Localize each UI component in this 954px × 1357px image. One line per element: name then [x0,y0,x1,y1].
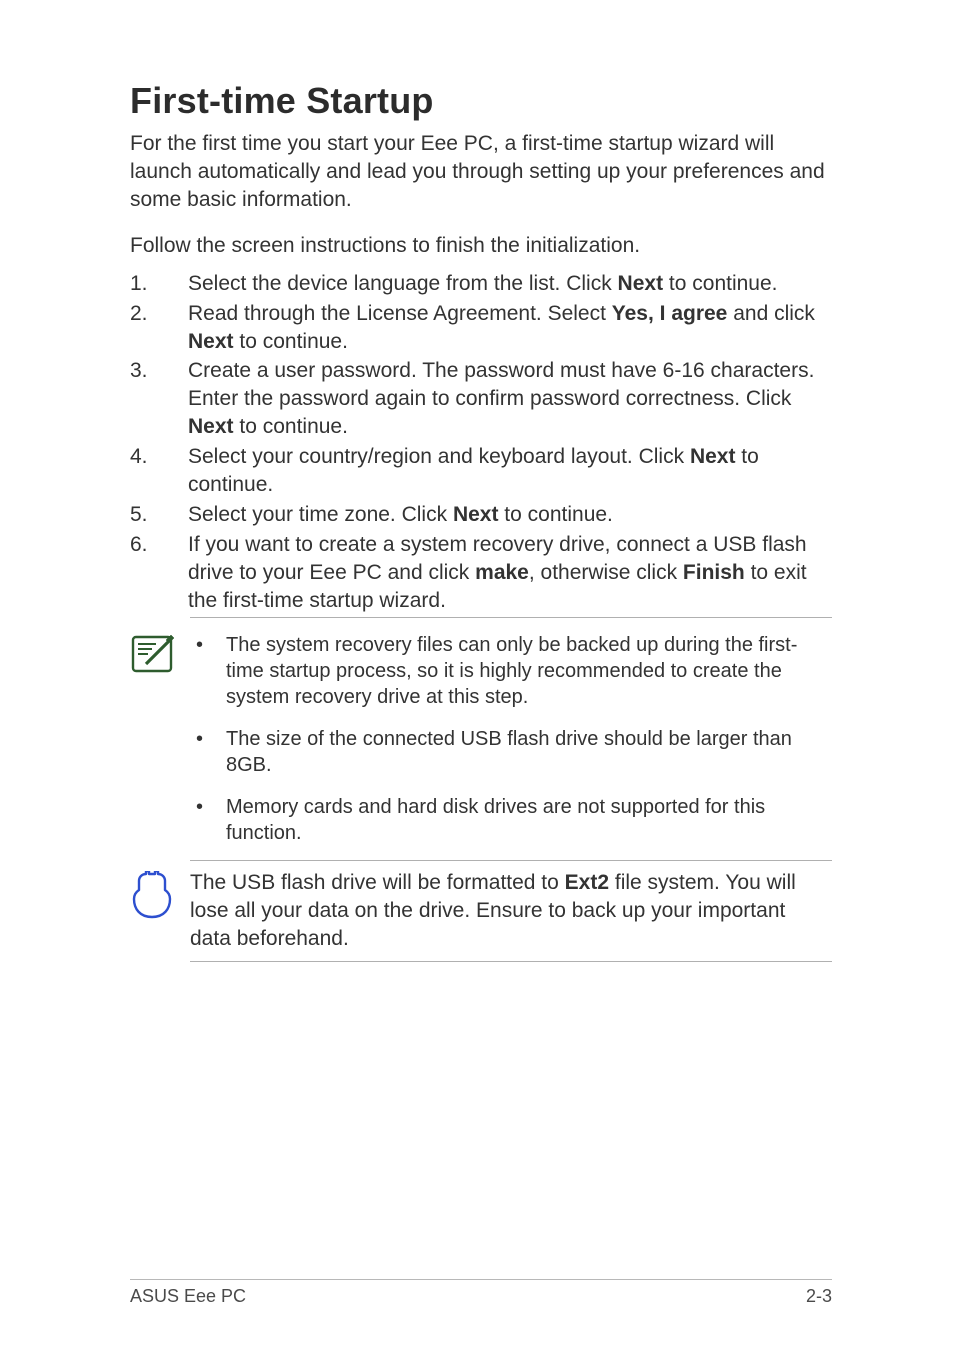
warn-text: The USB flash drive will be formatted to… [190,869,832,953]
steps-list: 1.Select the device language from the li… [130,270,832,615]
note-bullet-item: •The system recovery files can only be b… [190,632,832,710]
note-bullets: •The system recovery files can only be b… [190,632,832,846]
bold-text: Yes, I agree [612,302,728,325]
page-footer: ASUS Eee PC 2-3 [130,1279,832,1307]
page-title: First-time Startup [130,80,832,122]
step-item: 3.Create a user password. The password m… [130,357,832,441]
step-item: 1.Select the device language from the li… [130,270,832,298]
step-number: 1. [130,270,188,298]
bullet-dot: • [190,632,226,710]
step-number: 6. [130,531,188,615]
note-bullet-item: •Memory cards and hard disk drives are n… [190,794,832,846]
step-item: 4.Select your country/region and keyboar… [130,443,832,499]
bold-text: Ext2 [565,871,609,894]
bold-text: make [475,561,529,584]
text-run: , otherwise click [529,561,683,584]
warn-icon [130,869,190,919]
bullet-text: Memory cards and hard disk drives are no… [226,794,832,846]
bold-text: Next [453,503,499,526]
text-run: Select your time zone. Click [188,503,453,526]
bold-text: Next [188,415,234,438]
note-callout: •The system recovery files can only be b… [130,632,832,852]
text-run: to continue. [663,272,777,295]
bullet-dot: • [190,726,226,778]
step-number: 2. [130,300,188,356]
step-item: 2.Read through the License Agreement. Se… [130,300,832,356]
footer-left: ASUS Eee PC [130,1286,246,1307]
note-rule-bot [190,852,832,861]
step-number: 5. [130,501,188,529]
note-rule-top [190,617,832,624]
bold-text: Next [690,445,736,468]
step-text: Select your country/region and keyboard … [188,443,832,499]
text-run: and click [727,302,815,325]
intro-paragraph: For the first time you start your Eee PC… [130,130,832,214]
warn-callout: The USB flash drive will be formatted to… [130,869,832,953]
note-icon [130,632,190,674]
warn-rule-bot [190,953,832,962]
step-text: If you want to create a system recovery … [188,531,832,615]
step-text: Read through the License Agreement. Sele… [188,300,832,356]
text-run: The USB flash drive will be formatted to [190,871,565,894]
lead-paragraph: Follow the screen instructions to finish… [130,232,832,260]
step-text: Create a user password. The password mus… [188,357,832,441]
step-text: Select your time zone. Click Next to con… [188,501,832,529]
text-run: Select the device language from the list… [188,272,618,295]
step-item: 5.Select your time zone. Click Next to c… [130,501,832,529]
step-number: 3. [130,357,188,441]
text-run: to continue. [498,503,612,526]
footer-right: 2-3 [806,1286,832,1307]
bold-text: Next [618,272,664,295]
bold-text: Next [188,330,234,353]
bold-text: Finish [683,561,745,584]
text-run: to continue. [234,415,348,438]
page: First-time Startup For the first time yo… [0,0,954,1357]
step-item: 6.If you want to create a system recover… [130,531,832,615]
bullet-text: The size of the connected USB flash driv… [226,726,832,778]
text-run: Read through the License Agreement. Sele… [188,302,612,325]
text-run: Select your country/region and keyboard … [188,445,690,468]
text-run: Create a user password. The password mus… [188,359,814,410]
bullet-text: The system recovery files can only be ba… [226,632,832,710]
step-number: 4. [130,443,188,499]
note-bullet-item: •The size of the connected USB flash dri… [190,726,832,778]
text-run: to continue. [234,330,348,353]
step-text: Select the device language from the list… [188,270,832,298]
bullet-dot: • [190,794,226,846]
